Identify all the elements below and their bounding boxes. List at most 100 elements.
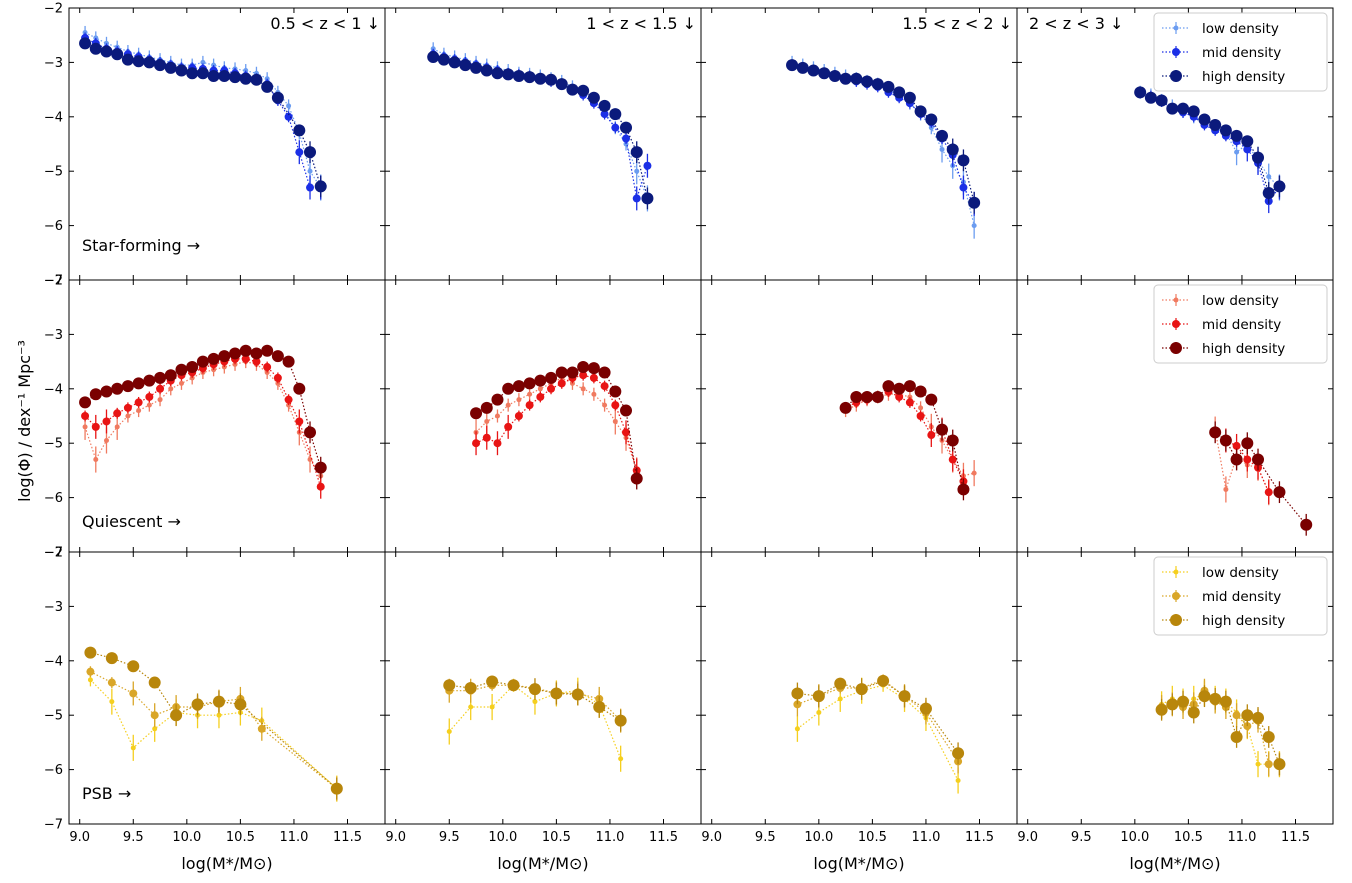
data-point <box>250 73 263 86</box>
series-line <box>1139 91 1280 203</box>
data-point <box>634 168 640 174</box>
data-point <box>618 756 624 762</box>
legend-label: mid density <box>1202 45 1281 61</box>
data-point <box>807 64 820 77</box>
data-point <box>611 401 620 410</box>
data-point <box>170 709 183 722</box>
y-tick-label: −5 <box>44 437 63 452</box>
data-point <box>446 729 452 735</box>
data-point <box>925 113 938 126</box>
data-point <box>579 371 588 380</box>
data-point <box>971 223 977 229</box>
data-point <box>547 384 556 393</box>
data-point <box>263 363 272 372</box>
data-point <box>191 698 204 711</box>
data-point <box>936 129 949 142</box>
data-layer <box>443 675 627 772</box>
data-point <box>1187 706 1200 719</box>
data-point <box>630 472 643 485</box>
data-point <box>234 698 247 711</box>
data-point <box>132 377 145 390</box>
data-point <box>927 431 936 440</box>
data-point <box>828 70 841 82</box>
data-layer <box>839 380 977 501</box>
data-point <box>893 382 906 395</box>
data-point <box>850 72 863 85</box>
x-tick-label: 11.5 <box>1281 830 1310 845</box>
row-label-star-forming: Star-forming → <box>82 236 200 255</box>
panel-frame <box>384 551 702 825</box>
redshift-label-3: 1.5 < z < 2 ↓ <box>902 14 1012 33</box>
data-point <box>971 470 977 476</box>
data-point <box>293 124 306 137</box>
data-point <box>93 457 99 463</box>
data-point <box>557 379 566 388</box>
data-point <box>534 374 547 387</box>
data-point <box>107 678 116 687</box>
data-point <box>437 53 450 66</box>
data-point <box>871 78 884 91</box>
data-point <box>794 726 800 732</box>
data-point <box>622 134 631 143</box>
data-point <box>470 407 483 420</box>
data-point <box>587 91 600 104</box>
x-tick-label: 11.0 <box>279 830 308 845</box>
legend-marker <box>1170 70 1182 82</box>
panels-layer: −7 −6 −5 −4 −3 −2 low density mid density high d… <box>44 2 1334 845</box>
data-point <box>898 690 911 703</box>
data-point <box>132 55 145 68</box>
data-point <box>257 724 266 733</box>
data-point <box>555 366 568 379</box>
panel-star-forming-3 <box>700 7 1018 281</box>
data-point <box>871 390 884 403</box>
data-point <box>241 354 250 363</box>
series-line <box>90 671 338 790</box>
data-point <box>491 67 504 80</box>
data-point <box>918 405 924 411</box>
legend-box <box>1153 556 1328 636</box>
panel-psb-2: 9.0 9.5 10.0 10.5 11.0 11.5 <box>384 551 702 845</box>
data-point <box>111 382 124 395</box>
x-tick-label: 11.5 <box>965 830 994 845</box>
x-tick-label: 9.0 <box>385 830 406 845</box>
legend-marker <box>1170 614 1182 626</box>
data-point <box>1234 149 1240 155</box>
data-layer <box>79 344 327 499</box>
legend-marker <box>1170 342 1182 354</box>
data-point <box>229 71 242 84</box>
data-point <box>229 347 242 360</box>
data-point <box>482 433 491 442</box>
x-tick-label: 10.5 <box>542 830 571 845</box>
data-point <box>448 56 461 69</box>
data-point <box>1166 102 1179 115</box>
data-point <box>486 675 499 688</box>
data-point <box>130 745 136 751</box>
y-tick-label: −2 <box>44 274 63 289</box>
data-point <box>1252 453 1265 466</box>
x-tick-label: 9.0 <box>69 830 90 845</box>
panel-psb-3: 9.0 9.5 10.0 10.5 11.0 11.5 <box>700 551 1018 845</box>
data-point <box>622 428 631 437</box>
text-layer: log(Φ) / dex⁻¹ Mpc⁻³ log(M*/M⊙) log(M*/M… <box>15 14 1221 873</box>
data-point <box>1241 709 1254 722</box>
data-point <box>306 183 315 192</box>
data-point <box>148 676 161 689</box>
y-tick-label: −7 <box>44 818 63 833</box>
data-point <box>89 388 102 401</box>
data-point <box>545 73 558 86</box>
data-point <box>577 84 590 97</box>
data-point <box>200 59 206 65</box>
data-point <box>1273 486 1286 499</box>
data-point <box>1262 186 1275 199</box>
legend-marker <box>1172 320 1180 328</box>
data-point <box>1219 695 1232 708</box>
data-layer <box>470 361 643 490</box>
data-point <box>577 361 590 374</box>
data-point <box>273 373 282 382</box>
panel-quiescent-1: −7 −6 −5 −4 −3 −2 <box>44 274 386 561</box>
x-tick-label: 10.5 <box>858 830 887 845</box>
data-point <box>459 59 472 72</box>
data-point <box>250 347 263 360</box>
data-point <box>186 361 199 374</box>
data-point <box>271 350 284 363</box>
